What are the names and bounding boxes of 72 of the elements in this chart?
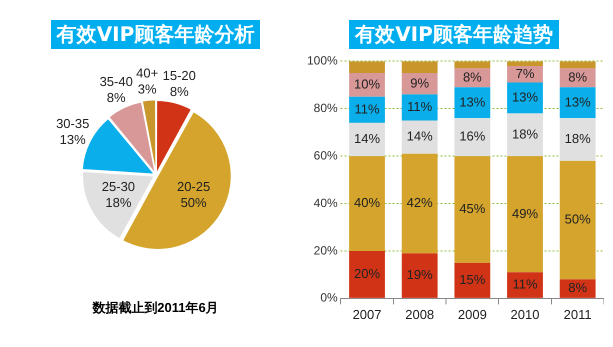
bar (507, 113, 543, 156)
data-label: 8% (568, 69, 588, 84)
y-tick-label: 80% (314, 100, 338, 115)
data-label: 42% (406, 195, 434, 210)
data-label: 19% (406, 267, 434, 282)
data-label: 11% (512, 276, 538, 292)
bar (402, 61, 438, 74)
bar (454, 156, 490, 263)
data-label: 14% (354, 131, 380, 146)
data-label: 13% (59, 132, 86, 148)
data-label: 13% (512, 90, 538, 105)
data-label: 9% (410, 75, 430, 90)
slice-label: 25-30 (101, 179, 135, 194)
data-label: 3% (137, 81, 157, 96)
data-label: 14% (406, 128, 434, 144)
data-label: 40% (354, 195, 380, 210)
bar (349, 156, 385, 251)
data-label: 18% (104, 195, 132, 210)
data-label: 18% (564, 131, 592, 146)
x-tick-label: 2007 (352, 306, 382, 322)
x-tick-label: 2009 (458, 306, 487, 322)
y-tick-label: 0% (320, 290, 338, 305)
bar (349, 61, 385, 74)
data-label: 11% (407, 99, 433, 114)
bar (402, 253, 438, 298)
data-label: 13% (459, 94, 486, 110)
data-label: 45% (459, 201, 486, 216)
data-label: 50% (564, 212, 592, 227)
data-label: 8% (169, 84, 189, 100)
y-tick-label: 100% (306, 54, 338, 68)
bar (560, 118, 596, 161)
chart-title: 有效VIP顾客年龄趋势 (349, 20, 559, 49)
x-tick-label: 2011 (564, 306, 592, 322)
text: 数据截止到2011年6月 (92, 299, 219, 317)
bar (402, 154, 438, 254)
data-label: 49% (512, 206, 538, 221)
bar (349, 122, 385, 156)
data-label: 16% (459, 128, 486, 144)
y-tick-label: 20% (314, 243, 338, 258)
bar (507, 61, 543, 66)
y-tick-label: 60% (314, 148, 338, 162)
bar (507, 272, 543, 298)
bar (560, 160, 596, 280)
data-label: 18% (512, 126, 538, 142)
data-label: 50% (180, 195, 207, 210)
bar (349, 96, 385, 123)
x-tick-label: 2010 (510, 306, 540, 322)
data-label: 10% (354, 76, 380, 92)
slice-label: 40+ (136, 65, 158, 80)
data-label: 8% (462, 69, 482, 84)
bar (402, 120, 438, 154)
bar (507, 156, 543, 272)
data-label: 8% (568, 280, 588, 296)
data-label: 11% (354, 101, 380, 116)
data-label: 13% (564, 94, 592, 110)
bar (454, 61, 490, 68)
bar (454, 118, 490, 156)
data-label: 7% (516, 66, 535, 81)
data-label: 20% (354, 266, 380, 282)
bar (454, 262, 490, 298)
chart-title: 有效VIP顾客年龄分析 (50, 20, 260, 49)
bar (560, 61, 596, 68)
slice-label: 15-20 (162, 68, 196, 84)
bar (349, 250, 385, 298)
slice-label: 20-25 (176, 179, 210, 194)
data-label: 15% (459, 272, 486, 287)
data-label: 8% (106, 90, 126, 105)
slice-label: 30-35 (56, 116, 89, 132)
y-tick-label: 40% (314, 196, 338, 210)
slice-label: 35-40 (99, 74, 132, 89)
bar (507, 82, 543, 114)
x-tick-label: 2008 (405, 306, 434, 322)
